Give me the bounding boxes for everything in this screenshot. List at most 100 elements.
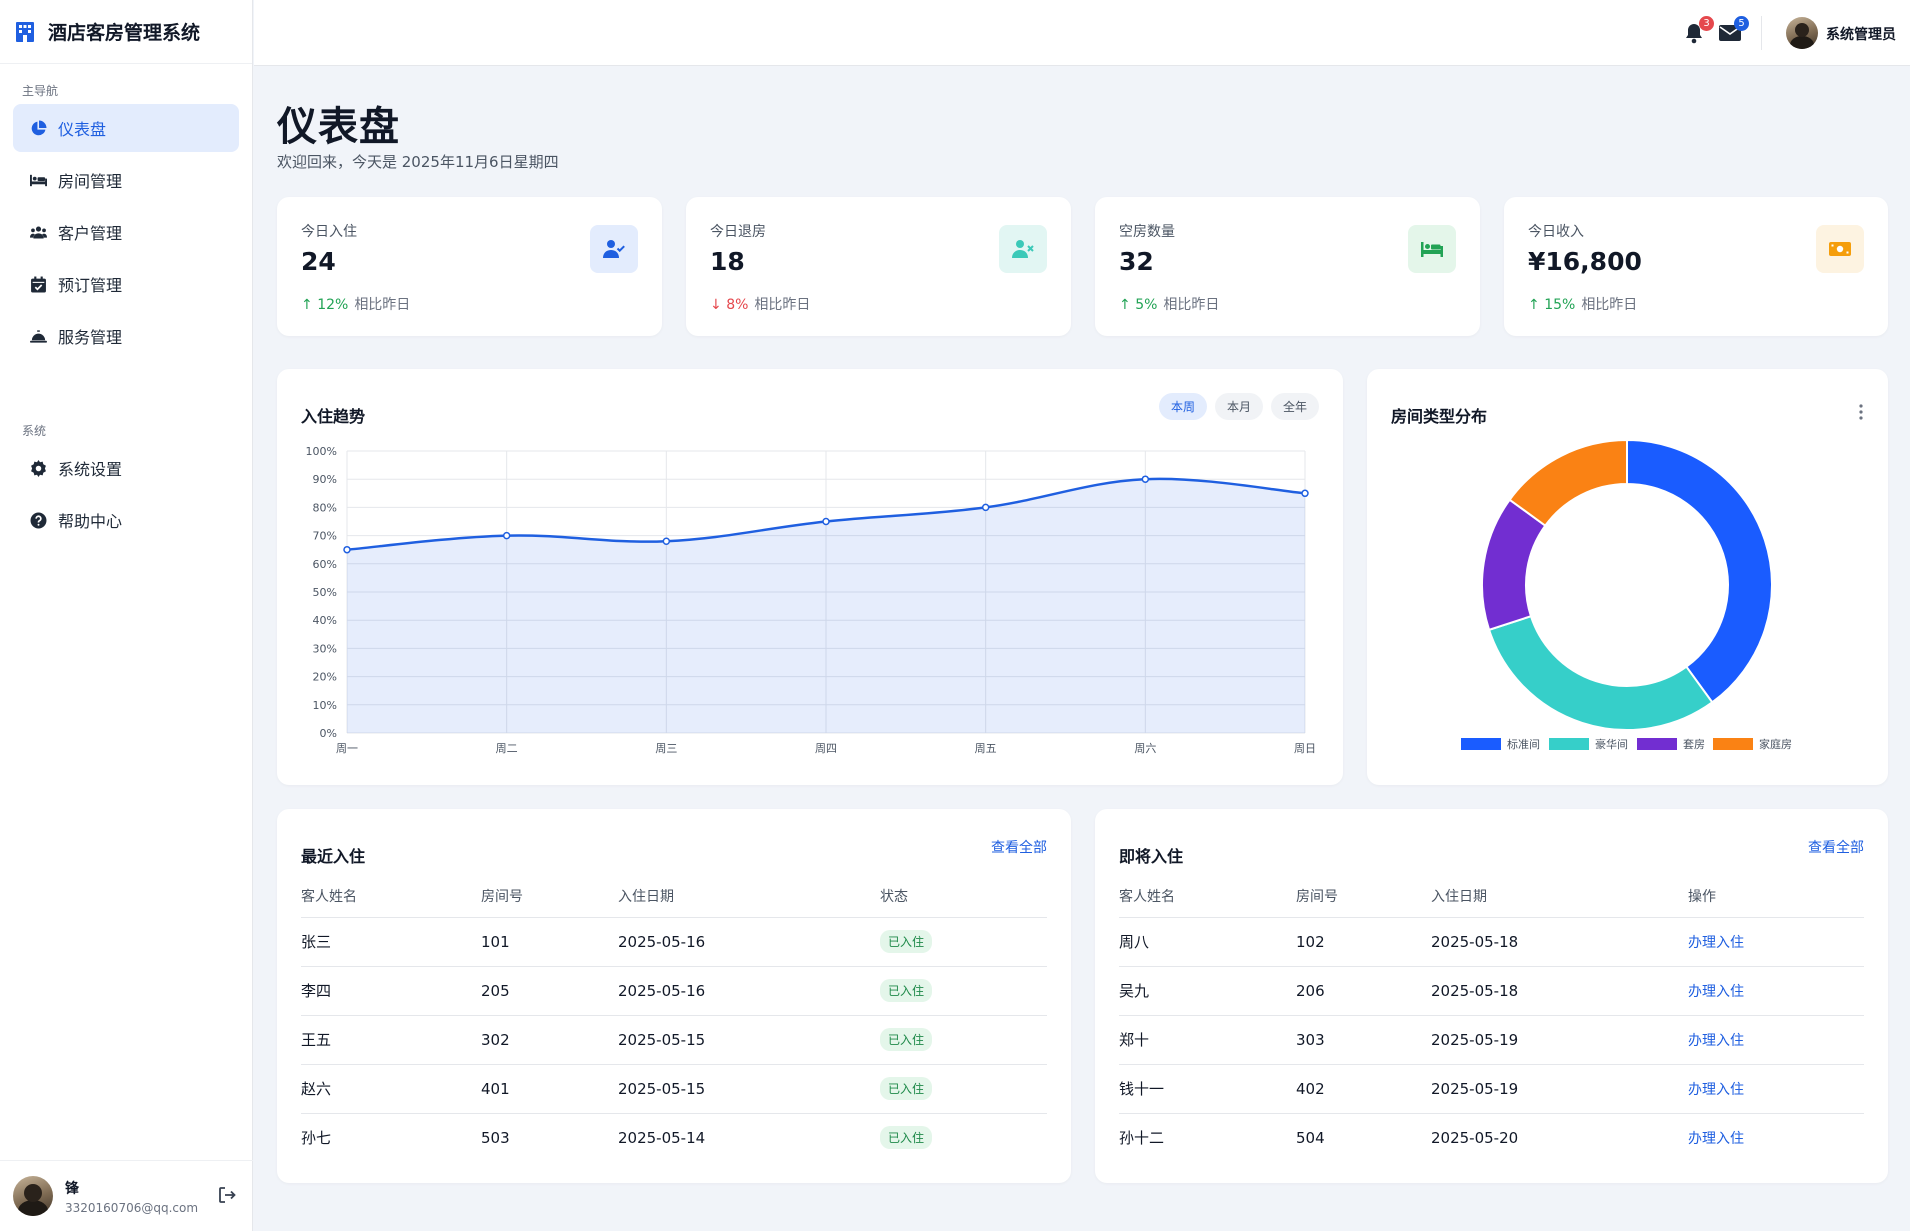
legend-label: 套房 (1683, 738, 1705, 751)
status-badge: 已入住 (880, 1126, 933, 1150)
sidebar-item-rooms[interactable]: 房间管理 (13, 156, 239, 204)
legend-swatch (1713, 738, 1753, 750)
header-avatar[interactable] (1786, 17, 1818, 49)
sidebar-item-customers[interactable]: 客户管理 (13, 208, 239, 256)
room-number: 302 (481, 1015, 618, 1065)
stat-card-checkouts: 今日退房 18 ↓ 8% 相比昨日 (686, 197, 1071, 336)
table-row: 李四 205 2025-05-16 已入住 (301, 966, 1047, 1016)
column-header: 状态 (880, 875, 1047, 918)
checkin-action-link[interactable]: 办理入住 (1688, 1032, 1744, 1049)
column-header: 入住日期 (618, 875, 880, 918)
status-badge: 已入住 (880, 930, 933, 953)
table-row: 孙七 503 2025-05-14 已入住 (301, 1113, 1047, 1162)
sidebar-item-label: 服务管理 (58, 328, 123, 347)
y-tick-label: 100% (306, 445, 337, 458)
guest-name: 郑十 (1119, 1015, 1296, 1065)
donut-slice (1508, 438, 1628, 528)
checkin-action-link[interactable]: 办理入住 (1688, 934, 1744, 951)
arrow-up-icon: ↑ (301, 297, 313, 313)
x-tick-label: 周一 (336, 742, 358, 755)
stat-change-pct: ↑ 15% (1528, 297, 1576, 313)
checkin-date: 2025-05-15 (618, 1064, 880, 1114)
data-point (1301, 489, 1309, 498)
recent-checkins-table: 客人姓名 房间号 入住日期 状态 张三 101 2025-05-16 已入住 李四 20… (301, 875, 1047, 1162)
guest-name: 张三 (301, 917, 481, 967)
checkin-action-link[interactable]: 办理入住 (1688, 1130, 1744, 1147)
bell-concierge-icon (29, 327, 47, 345)
stat-change-pct: ↓ 8% (710, 297, 749, 313)
stat-label: 今日入住 (301, 224, 357, 240)
sidebar-item-label: 仪表盘 (58, 120, 107, 139)
sidebar-item-help[interactable]: 帮助中心 (13, 496, 239, 544)
checkin-date: 2025-05-15 (618, 1015, 880, 1065)
money-icon (1816, 225, 1864, 273)
guest-name: 李四 (301, 966, 481, 1016)
page-subtitle: 欢迎回来，今天是 2025年11月6日星期四 (277, 153, 559, 171)
legend-label: 豪华间 (1595, 737, 1628, 751)
notification-button[interactable]: 3 (1684, 16, 1714, 44)
stat-value: 32 (1119, 247, 1154, 276)
arrow-up-icon: ↑ (1119, 297, 1131, 313)
column-header: 入住日期 (1431, 875, 1688, 918)
table-row: 孙十二 504 2025-05-20 办理入住 (1119, 1113, 1864, 1162)
stat-change: ↓ 8% 相比昨日 (710, 297, 811, 313)
calendar-check-icon (29, 275, 47, 293)
sidebar-item-settings[interactable]: 系统设置 (13, 444, 239, 492)
range-tab-week[interactable]: 本周 (1158, 393, 1207, 420)
x-tick-label: 周四 (815, 742, 837, 755)
room-number: 205 (481, 966, 618, 1016)
range-tab-year[interactable]: 全年 (1270, 393, 1319, 420)
table-row: 钱十一 402 2025-05-19 办理入住 (1119, 1064, 1864, 1114)
sidebar-item-bookings[interactable]: 预订管理 (13, 260, 239, 308)
brand: 酒店客房管理系统 (0, 0, 252, 64)
data-point (822, 517, 830, 526)
checkin-date: 2025-05-16 (618, 917, 880, 967)
recent-checkins-card: 最近入住 查看全部 客人姓名 房间号 入住日期 状态 张三 101 2025-05-… (277, 809, 1071, 1183)
hotel-icon (16, 21, 34, 42)
checkin-date: 2025-05-20 (1431, 1128, 1519, 1147)
y-tick-label: 40% (313, 614, 337, 627)
more-vertical-icon[interactable] (1858, 403, 1864, 421)
checkin-date: 2025-05-18 (1431, 917, 1688, 967)
table-row: 吴九 206 2025-05-18 办理入住 (1119, 966, 1864, 1016)
donut-slice (1626, 438, 1773, 704)
x-tick-label: 周三 (655, 742, 677, 755)
upcoming-checkins-table: 客人姓名 房间号 入住日期 操作 周八 102 2025-05-18 办理入住 吴九 2… (1119, 875, 1864, 1162)
donut-slice (1487, 614, 1714, 731)
user-x-icon (999, 225, 1047, 273)
trend-title: 入住趋势 (301, 407, 366, 426)
sidebar-user: 锋 3320160706@qq.com (0, 1160, 253, 1231)
sidebar-item-dashboard[interactable]: 仪表盘 (13, 104, 239, 152)
checkin-date: 2025-05-19 (1431, 1015, 1688, 1065)
data-point (1141, 475, 1150, 483)
recent-title: 最近入住 (301, 847, 366, 866)
x-tick-label: 周五 (975, 742, 997, 755)
view-all-link[interactable]: 查看全部 (991, 840, 1047, 856)
messages-button[interactable]: 5 (1719, 16, 1749, 44)
upcoming-title: 即将入住 (1119, 847, 1184, 866)
legend-swatch (1461, 738, 1501, 750)
header-user-name[interactable]: 系统管理员 (1826, 27, 1896, 43)
guest-name: 赵六 (301, 1064, 481, 1114)
sidebar-item-label: 帮助中心 (58, 512, 123, 531)
column-header: 客人姓名 (1119, 875, 1296, 918)
stat-value: 24 (301, 247, 336, 276)
y-tick-label: 50% (313, 586, 337, 599)
bed-icon (29, 171, 47, 189)
column-header: 操作 (1688, 875, 1864, 918)
sidebar-item-services[interactable]: 服务管理 (13, 312, 239, 360)
checkin-date: 2025-05-19 (1431, 1064, 1688, 1114)
data-point (502, 531, 511, 540)
view-all-link[interactable]: 查看全部 (1808, 840, 1864, 856)
y-tick-label: 70% (313, 530, 337, 543)
logout-icon[interactable] (217, 1185, 237, 1205)
user-name: 锋 (65, 1180, 79, 1197)
checkin-date: 2025-05-16 (618, 966, 880, 1016)
checkin-action-link[interactable]: 办理入住 (1688, 1081, 1744, 1098)
range-tab-month[interactable]: 本月 (1214, 393, 1263, 420)
checkin-action-link[interactable]: 办理入住 (1688, 983, 1744, 1000)
y-tick-label: 30% (313, 642, 337, 655)
avatar[interactable] (13, 1176, 53, 1216)
guest-name: 孙十二 (1119, 1129, 1165, 1148)
distribution-title: 房间类型分布 (1391, 407, 1488, 426)
